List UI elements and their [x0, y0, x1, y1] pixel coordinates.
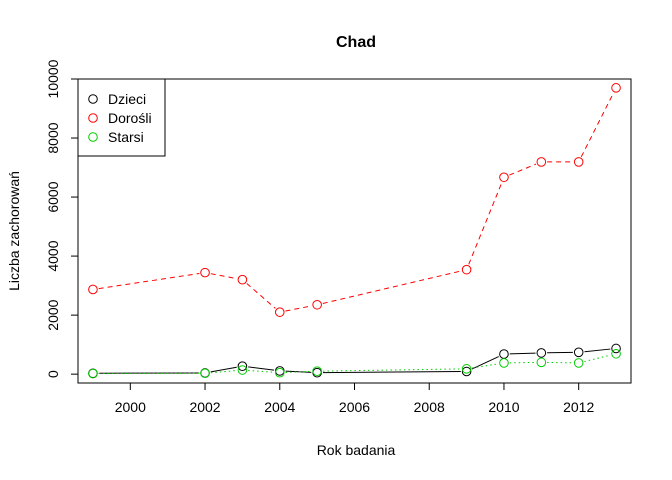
data-point: [274, 367, 285, 378]
legend-marker: [88, 113, 98, 123]
series-segment: [98, 272, 200, 290]
data-point: [536, 357, 547, 368]
data-point: [237, 365, 248, 375]
series-segment: [285, 370, 312, 373]
series-segment: [580, 92, 614, 157]
series-segment: [248, 369, 275, 373]
legend-label: Dzieci: [108, 91, 146, 107]
data-point: [88, 368, 98, 379]
legend-box: [77, 78, 166, 157]
data-point: [536, 157, 547, 167]
x-axis: 2000 2002 2004 2006 2008 2010 2012: [115, 382, 594, 415]
y-tick-label: 4000: [45, 240, 61, 271]
legend-marker: [88, 94, 98, 104]
y-axis: 0 2000 4000 6000 8000 10000: [45, 59, 79, 378]
x-tick-label: 2000: [115, 399, 146, 415]
series-segment: [248, 366, 275, 371]
series-segment: [210, 273, 237, 280]
data-point: [200, 267, 210, 278]
series-segment: [584, 354, 611, 363]
x-tick-label: 2006: [339, 399, 370, 415]
data-point: [461, 364, 472, 374]
data-point: [274, 307, 285, 317]
legend-label: Dorośli: [108, 110, 152, 126]
data-point: [312, 299, 322, 310]
series-segment: [509, 163, 537, 176]
legend-marker: [88, 132, 98, 142]
data-point: [461, 366, 472, 377]
data-point: [573, 347, 584, 358]
series-segment: [584, 348, 611, 353]
y-tick-label: 6000: [45, 181, 61, 212]
legend: Dzieci Dorośli Starsi: [77, 78, 166, 157]
data-point: [536, 348, 547, 358]
data-point: [499, 358, 509, 368]
x-axis-label: Rok badania: [317, 442, 396, 458]
x-tick-label: 2002: [189, 399, 220, 415]
data-point: [611, 348, 621, 359]
series-segment: [322, 371, 461, 374]
data-point: [573, 157, 584, 167]
series-segment: [246, 283, 276, 309]
data-point: [200, 368, 210, 379]
y-tick-label: 0: [45, 370, 61, 378]
x-tick-label: 2012: [563, 399, 594, 415]
series-starsi: [88, 348, 621, 379]
data-point: [573, 358, 584, 368]
x-tick-label: 2008: [414, 399, 445, 415]
y-tick-label: 10000: [45, 59, 61, 98]
data-point: [312, 366, 322, 376]
series-segment: [210, 366, 237, 373]
data-point: [611, 83, 621, 93]
data-point: [237, 361, 248, 371]
series-dorośli: [88, 83, 621, 317]
x-tick-label: 2010: [488, 399, 519, 415]
data-point: [461, 264, 472, 275]
series-segment: [322, 368, 461, 372]
chart-title: Chad: [336, 34, 376, 51]
data-point: [88, 284, 98, 295]
series-segment: [322, 270, 462, 304]
y-tick-label: 8000: [45, 122, 61, 153]
series-segment: [509, 352, 536, 355]
data-point: [611, 343, 621, 354]
series-segment: [285, 305, 312, 312]
series-layer: [88, 83, 621, 379]
series-segment: [471, 356, 499, 370]
data-point: [499, 172, 509, 183]
legend-label: Starsi: [108, 129, 144, 145]
data-point: [237, 274, 248, 285]
series-segment: [468, 182, 503, 265]
y-axis-label: Liczba zachorowań: [6, 171, 22, 291]
data-point: [499, 349, 509, 359]
series-dzieci: [88, 343, 621, 379]
x-tick-label: 2004: [264, 399, 295, 415]
y-tick-label: 2000: [45, 299, 61, 330]
